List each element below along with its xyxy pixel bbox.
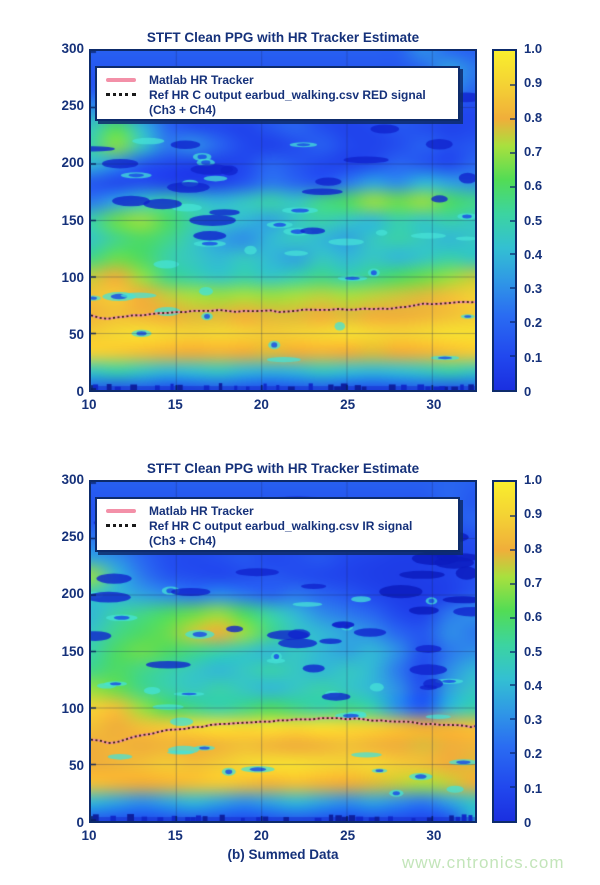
ref-hr-dotted-line-sample xyxy=(106,93,136,96)
y-tick-label: 150 xyxy=(61,643,84,659)
colorbar-tick-label: 0.7 xyxy=(524,574,543,590)
colorbar-tick-label: 0.3 xyxy=(524,712,543,728)
chart-title: STFT Clean PPG with HR Tracker Estimate xyxy=(146,30,420,45)
y-tick-label: 200 xyxy=(61,586,84,602)
plot-area: Matlab HR Tracker Ref HR C output earbud… xyxy=(89,49,477,392)
colorbar-tick-label: 0 xyxy=(524,384,532,399)
colorbar-notch xyxy=(510,287,515,290)
chart-title: STFT Clean PPG with HR Tracker Estimate xyxy=(146,461,420,476)
y-tick-label: 300 xyxy=(61,472,84,487)
colorbar-notch xyxy=(510,83,515,86)
colorbar-notch xyxy=(510,219,515,222)
colorbar-tick-label: 0.6 xyxy=(524,609,543,625)
y-tick-label: 200 xyxy=(61,155,84,171)
legend-label-matlab-tracker: Matlab HR Tracker xyxy=(149,503,254,518)
legend: Matlab HR Tracker Ref HR C output earbud… xyxy=(95,497,460,552)
x-tick-label: 10 xyxy=(81,828,97,843)
legend-row: (Ch3 + Ch4) xyxy=(106,102,458,117)
x-tick-label: 20 xyxy=(253,828,269,843)
colorbar-notch xyxy=(510,684,515,687)
y-tick-label: 100 xyxy=(61,700,84,716)
y-tick-label: 250 xyxy=(61,529,84,545)
colorbar-notch xyxy=(510,650,515,653)
colorbar-tick-label: 1.0 xyxy=(524,41,543,56)
watermark: www.cntronics.com xyxy=(402,853,565,872)
y-tick-label: 0 xyxy=(76,384,84,399)
colorbar-notch xyxy=(510,514,515,517)
colorbar-tick-label: 0.5 xyxy=(524,643,543,659)
figure-caption: (b) Summed Data xyxy=(227,847,339,862)
y-tick-label: 100 xyxy=(61,269,84,285)
hr-tracker-line-sample xyxy=(106,508,136,513)
colorbar-tick-label: 0.9 xyxy=(524,75,543,91)
colorbar-notch xyxy=(510,752,515,755)
y-tick-label: 250 xyxy=(61,98,84,114)
y-tick-label: 150 xyxy=(61,212,84,228)
x-tick-label: 10 xyxy=(81,397,97,412)
colorbar-notch xyxy=(510,185,515,188)
colorbar-tick-label: 0 xyxy=(524,815,532,830)
legend-row: Matlab HR Tracker xyxy=(106,503,458,518)
colorbar-notch xyxy=(510,616,515,619)
colorbar-tick-label: 0.1 xyxy=(524,780,543,796)
colorbar-tick-label: 0.8 xyxy=(524,540,543,556)
colorbar xyxy=(492,480,517,823)
colorbar-tick-label: 0.1 xyxy=(524,349,543,365)
colorbar-notch xyxy=(510,355,515,358)
colorbar-tick-label: 0.6 xyxy=(524,178,543,194)
legend-label-ref-hr: Ref HR C output earbud_walking.csv RED s… xyxy=(149,87,426,102)
y-tick-label: 50 xyxy=(68,326,84,342)
colorbar-gradient xyxy=(494,482,515,821)
colorbar-notch xyxy=(510,786,515,789)
legend-row: Ref HR C output earbud_walking.csv IR si… xyxy=(106,518,458,533)
plot-area: Matlab HR Tracker Ref HR C output earbud… xyxy=(89,480,477,823)
colorbar-notch xyxy=(510,151,515,154)
legend-row: Matlab HR Tracker xyxy=(106,72,458,87)
colorbar-tick-label: 0.9 xyxy=(524,506,543,522)
x-tick-label: 25 xyxy=(340,828,356,843)
y-tick-label: 300 xyxy=(61,41,84,56)
x-tick-label: 30 xyxy=(426,397,442,412)
colorbar-tick-label: 0.3 xyxy=(524,281,543,297)
colorbar-notch xyxy=(510,582,515,585)
colorbar-tick-label: 1.0 xyxy=(524,472,543,487)
x-tick-label: 20 xyxy=(253,397,269,412)
legend-label-channels: (Ch3 + Ch4) xyxy=(149,533,217,548)
hr-tracker-line-sample xyxy=(106,77,136,82)
colorbar-gradient xyxy=(494,51,515,390)
colorbar-notch xyxy=(510,321,515,324)
legend-label-ref-hr: Ref HR C output earbud_walking.csv IR si… xyxy=(149,518,413,533)
colorbar-tick-label: 0.5 xyxy=(524,212,543,228)
colorbar xyxy=(492,49,517,392)
x-tick-label: 15 xyxy=(167,828,183,843)
colorbar-tick-label: 0.7 xyxy=(524,143,543,159)
colorbar-tick-label: 0.4 xyxy=(524,677,543,693)
colorbar-tick-label: 0.8 xyxy=(524,109,543,125)
x-tick-label: 15 xyxy=(167,397,183,412)
colorbar-notch xyxy=(510,253,515,256)
chart-red-signal: STFT Clean PPG with HR Tracker Estimate … xyxy=(0,24,600,454)
x-tick-label: 30 xyxy=(426,828,442,843)
ref-hr-dotted-line-sample xyxy=(106,524,136,527)
colorbar-tick-label: 0.4 xyxy=(524,246,543,262)
legend-label-channels: (Ch3 + Ch4) xyxy=(149,102,217,117)
x-tick-label: 25 xyxy=(340,397,356,412)
colorbar-notch xyxy=(510,548,515,551)
colorbar-notch xyxy=(510,718,515,721)
colorbar-tick-label: 0.2 xyxy=(524,315,543,331)
legend: Matlab HR Tracker Ref HR C output earbud… xyxy=(95,66,460,121)
colorbar-tick-label: 0.2 xyxy=(524,746,543,762)
y-tick-label: 0 xyxy=(76,815,84,830)
chart-ir-signal: STFT Clean PPG with HR Tracker Estimate … xyxy=(0,455,600,885)
y-tick-label: 50 xyxy=(68,757,84,773)
legend-row: Ref HR C output earbud_walking.csv RED s… xyxy=(106,87,458,102)
legend-label-matlab-tracker: Matlab HR Tracker xyxy=(149,72,254,87)
legend-row: (Ch3 + Ch4) xyxy=(106,533,458,548)
colorbar-notch xyxy=(510,117,515,120)
